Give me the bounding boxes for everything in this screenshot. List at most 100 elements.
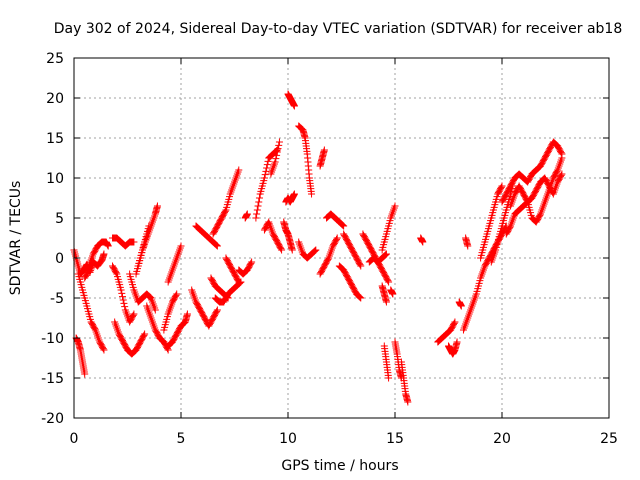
data-point [252, 214, 260, 222]
x-tick-label: 25 [600, 431, 618, 447]
data-point-interp [247, 259, 255, 267]
data-point-interp [557, 171, 565, 179]
data-point-interp [213, 241, 221, 249]
x-tick-label: 10 [279, 431, 297, 447]
data-point [385, 278, 393, 286]
data-point-interp [234, 277, 242, 285]
series-t35 [340, 230, 365, 270]
data-point [558, 150, 566, 158]
data-point-interp [264, 157, 272, 165]
x-axis-title: GPS time / hours [281, 458, 398, 474]
series-t22 [235, 258, 256, 278]
data-point-interp [557, 149, 565, 157]
data-point-interp [497, 183, 505, 191]
y-tick-label: 0 [55, 251, 64, 267]
series-t54 [498, 138, 566, 206]
data-point [213, 242, 221, 250]
data-point-interp [172, 291, 180, 299]
series-t36 [335, 262, 365, 302]
data-point [457, 302, 465, 310]
data-point [389, 290, 397, 298]
y-tick-label: 15 [46, 131, 64, 147]
y-tick-label: -5 [50, 291, 64, 307]
x-tick-label: 5 [177, 431, 186, 447]
data-point [100, 346, 108, 354]
y-tick-label: -20 [41, 411, 64, 427]
series-t45 [417, 234, 427, 246]
data-point [81, 370, 89, 378]
series-t20 [209, 166, 243, 238]
data-point-interp [140, 331, 148, 339]
plot-frame [73, 57, 610, 419]
data-point-interp [553, 167, 561, 175]
data-point-interp [120, 299, 128, 307]
series-t6 [109, 234, 138, 250]
data-point [464, 242, 472, 250]
series-t29 [280, 218, 296, 254]
data-point [453, 338, 461, 346]
data-point-interp [333, 235, 341, 243]
data-point [243, 210, 251, 218]
grid [74, 58, 609, 418]
data-point [340, 222, 348, 230]
data-point [213, 306, 221, 314]
data-point [382, 298, 390, 306]
data-point-interp [119, 296, 127, 304]
series-t53 [502, 154, 566, 238]
data-point-interp [310, 247, 318, 255]
data-point-interp [213, 307, 221, 315]
data-point-interp [255, 198, 263, 206]
x-tick-label: 0 [70, 431, 79, 447]
data-point [404, 398, 412, 406]
data-point-interp [272, 155, 280, 163]
x-tick-label: 20 [493, 431, 511, 447]
data-point [235, 278, 243, 286]
data-point-interp [112, 269, 120, 277]
chart-title: Day 302 of 2024, Sidereal Day-to-day VTE… [54, 21, 623, 37]
data-point-interp [506, 223, 514, 231]
data-point-interp [450, 319, 458, 327]
series-t19 [211, 278, 245, 306]
series-t48 [455, 298, 465, 310]
y-axis-title: SDTVAR / TECUs [8, 181, 24, 296]
series-t16 [188, 286, 221, 330]
series-t17 [192, 222, 221, 250]
series-t21 [222, 254, 243, 286]
data-point-interp [263, 161, 271, 169]
data-point-interp [273, 148, 281, 156]
series-t32 [316, 146, 328, 170]
series-t44 [397, 358, 412, 406]
series-t14 [164, 242, 185, 286]
data-point [312, 246, 320, 254]
y-tick-label: 10 [46, 171, 64, 187]
data-point [260, 174, 268, 182]
series-t15 [160, 290, 181, 334]
series-t10 [134, 202, 161, 270]
data-point-interp [356, 293, 364, 301]
series-t31 [295, 238, 320, 262]
series-t41 [387, 286, 397, 298]
data-point-interp [339, 221, 347, 229]
data-point [151, 306, 159, 314]
data-point-interp [253, 206, 261, 214]
data-point [104, 242, 112, 250]
y-tick-label: -10 [41, 331, 64, 347]
series-t12 [143, 302, 172, 354]
data-point-interp [273, 151, 281, 159]
data-point-interp [118, 289, 126, 297]
y-tick-label: 25 [46, 51, 64, 67]
y-tick-label: -15 [41, 371, 64, 387]
data-point-interp [91, 325, 99, 333]
data-point-interp [119, 293, 127, 301]
series-t7 [111, 318, 149, 358]
data-point-interp [311, 247, 319, 255]
series-t38 [365, 250, 390, 266]
data-point [275, 138, 283, 146]
series-t5 [81, 250, 108, 282]
data-point [235, 166, 243, 174]
data-point-interp [381, 251, 389, 259]
data-point-interp [338, 221, 346, 229]
series-t27 [282, 190, 298, 206]
series-t9 [126, 270, 159, 314]
data-point-interp [263, 164, 271, 172]
